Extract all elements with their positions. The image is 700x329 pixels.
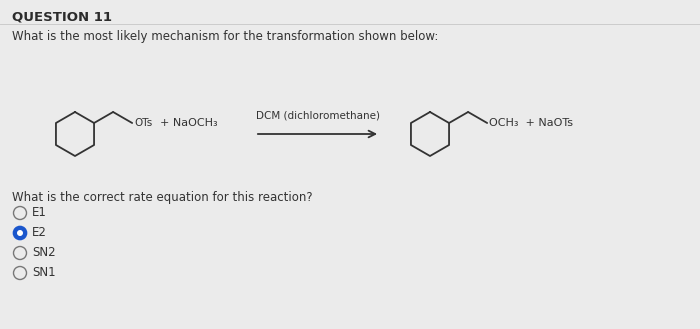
Text: What is the most likely mechanism for the transformation shown below:: What is the most likely mechanism for th… [12, 30, 438, 43]
Text: DCM (dichloromethane): DCM (dichloromethane) [256, 110, 379, 120]
Text: OCH₃  + NaOTs: OCH₃ + NaOTs [489, 118, 573, 128]
Text: E2: E2 [32, 226, 47, 240]
Text: SN2: SN2 [32, 246, 55, 260]
Text: E1: E1 [32, 207, 47, 219]
Text: + NaOCH₃: + NaOCH₃ [160, 118, 218, 128]
Text: QUESTION 11: QUESTION 11 [12, 10, 112, 23]
Circle shape [17, 230, 23, 236]
Text: SN1: SN1 [32, 266, 55, 280]
Text: OTs: OTs [134, 118, 153, 128]
Circle shape [13, 226, 27, 240]
Text: What is the correct rate equation for this reaction?: What is the correct rate equation for th… [12, 191, 313, 204]
